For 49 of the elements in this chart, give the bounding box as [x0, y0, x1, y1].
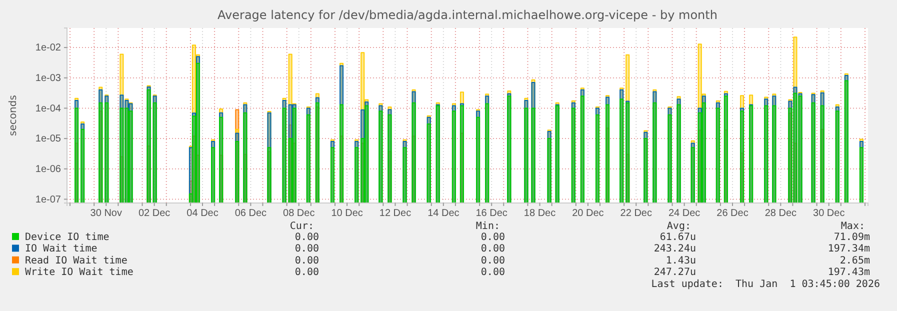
legend-label: IO Wait time — [25, 244, 98, 255]
text: 0.00 — [294, 255, 319, 266]
text: 0.00 — [480, 267, 505, 278]
text: 0.00 — [480, 244, 505, 255]
text: Avg: — [666, 221, 691, 232]
text: 61.67u — [660, 232, 696, 243]
text: Max: — [840, 221, 865, 232]
text: Last update: Thu Jan 1 03:45:00 2026 — [651, 279, 880, 290]
text: 2.65m — [840, 255, 870, 266]
y-tick-label: 1e-06 — [35, 164, 62, 176]
x-tick-label: 22 Dec — [620, 208, 652, 220]
x-tick-label: 26 Dec — [716, 208, 748, 220]
chart-title: Average latency for /dev/bmedia/agda.internal.michaelhowe.org-vicepe - by month — [218, 8, 718, 22]
legend-label: Device IO time — [25, 232, 110, 243]
x-tick-label: 14 Dec — [428, 208, 460, 220]
text: Min: — [476, 221, 500, 232]
text: 0.00 — [294, 232, 319, 243]
text: 197.34m — [828, 244, 870, 255]
y-tick-label: 1e-03 — [35, 73, 62, 84]
x-tick-label: 06 Dec — [234, 208, 267, 220]
y-tick-label: 1e-07 — [35, 194, 62, 206]
x-tick-label: 18 Dec — [524, 208, 556, 220]
text: 243.24u — [654, 244, 696, 255]
y-axis-title: seconds — [8, 95, 19, 136]
text: 0.00 — [480, 232, 505, 243]
text: 1.43u — [666, 255, 696, 266]
x-tick-label: 12 Dec — [379, 208, 412, 220]
text: 197.43m — [828, 267, 870, 278]
legend-label: Read IO Wait time — [25, 255, 128, 266]
legend-label: Write IO Wait time — [25, 267, 134, 278]
x-tick-label: 04 Dec — [186, 208, 218, 220]
x-tick-label: 30 Nov — [90, 208, 122, 220]
x-tick-label: 24 Dec — [668, 208, 700, 220]
text: 71.09m — [834, 232, 870, 243]
text: 0.00 — [294, 244, 319, 255]
x-tick-label: 30 Dec — [813, 208, 845, 220]
x-tick-label: 08 Dec — [283, 208, 315, 220]
text: 0.00 — [480, 255, 505, 266]
x-tick-label: 10 Dec — [331, 208, 363, 220]
text: 0.00 — [294, 267, 319, 278]
y-tick-label: 1e-02 — [35, 42, 62, 54]
x-tick-label: 20 Dec — [572, 208, 604, 220]
y-tick-label: 1e-04 — [35, 103, 62, 114]
x-tick-label: 02 Dec — [138, 208, 170, 220]
y-tick-label: 1e-05 — [35, 134, 62, 145]
x-tick-label: 28 Dec — [764, 208, 797, 220]
text: 247.27u — [654, 267, 696, 278]
x-tick-label: 16 Dec — [476, 208, 508, 220]
text: Cur: — [290, 221, 314, 232]
